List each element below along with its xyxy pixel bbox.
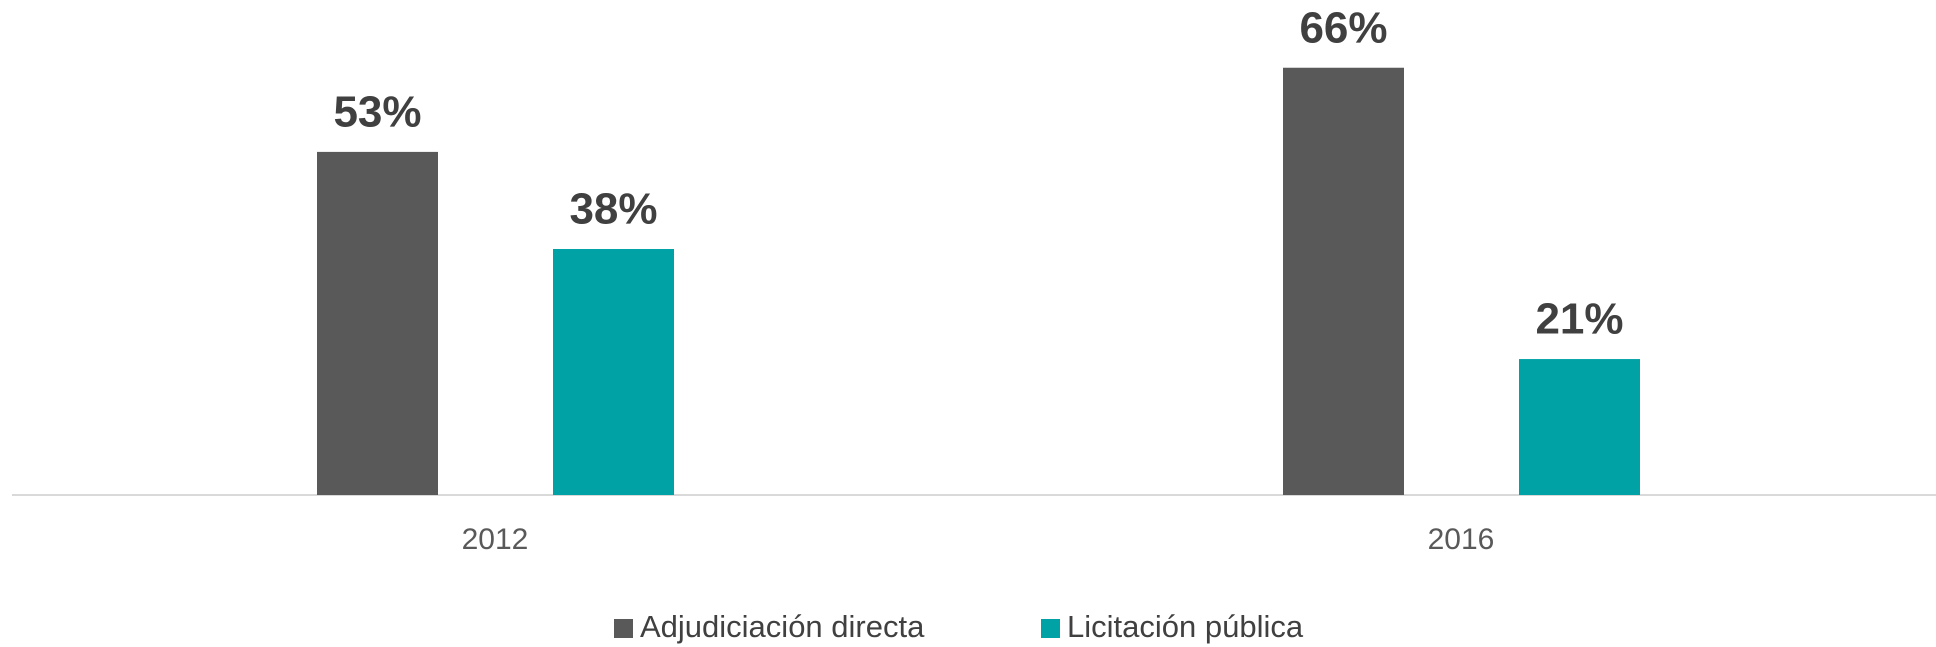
x-tick-label: 2012 bbox=[462, 523, 529, 556]
legend-label: Licitación pública bbox=[1067, 609, 1304, 644]
bar bbox=[1519, 359, 1640, 495]
bar bbox=[553, 249, 674, 495]
data-label: 66% bbox=[1299, 3, 1387, 52]
bar bbox=[317, 151, 438, 496]
bar bbox=[1283, 67, 1404, 495]
x-tick-label: 2016 bbox=[1428, 523, 1495, 556]
legend-swatch bbox=[1041, 619, 1060, 638]
legend-swatch bbox=[614, 619, 633, 638]
data-label: 53% bbox=[333, 88, 421, 137]
data-label: 21% bbox=[1535, 295, 1623, 344]
data-label: 38% bbox=[569, 185, 657, 234]
legend-label: Adjudiciación directa bbox=[640, 609, 925, 644]
